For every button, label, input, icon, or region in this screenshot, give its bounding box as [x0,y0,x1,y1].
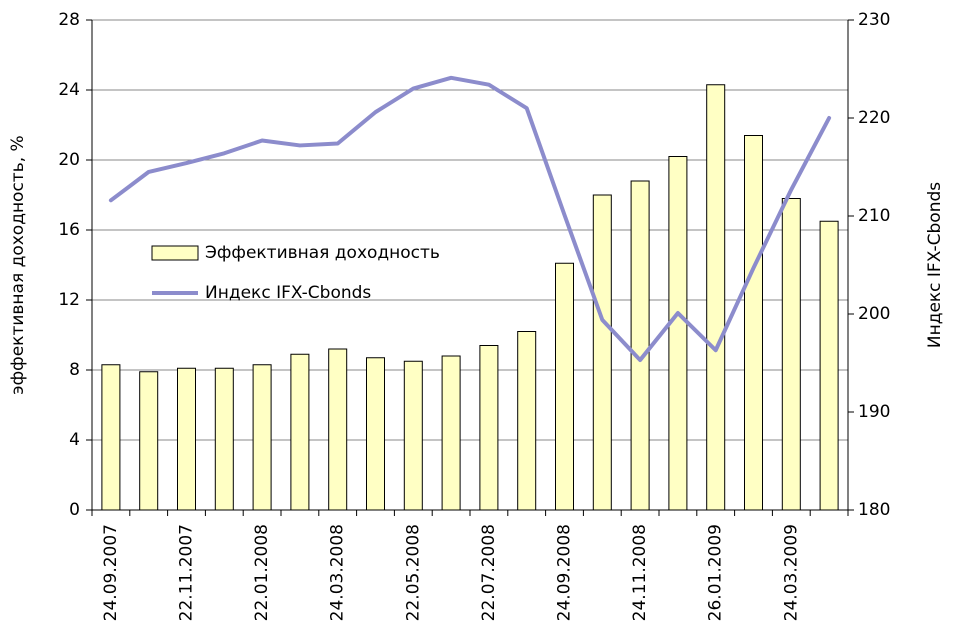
bar [101,364,121,511]
bar [517,331,537,511]
line-series [108,75,832,363]
bar [781,198,801,511]
bar [744,135,763,511]
y-axis-title: эффективная доходность, % [8,135,28,394]
y-tick-label: 8 [69,360,80,380]
bar [403,360,423,511]
y-tick-label: 20 [58,150,80,170]
x-tick-label: 24.11.2008 [630,524,650,621]
y-tick-label: 24 [58,80,80,100]
y2-tick-label: 180 [858,500,890,520]
bar [290,353,310,511]
bar [555,262,574,511]
x-tick-label: 24.09.2008 [555,524,575,621]
bar [819,220,839,511]
x-tick-label: 24.09.2007 [101,524,121,621]
y2-tick-label: 200 [858,304,890,324]
bar [706,84,726,511]
legend-label: Индекс IFX-Cbonds [205,283,371,303]
bar [177,367,196,511]
y-tick-label: 4 [69,430,80,450]
y2-tick-label: 230 [858,10,890,30]
y2-tick-label: 210 [858,206,890,226]
y2-tick-label: 220 [858,108,890,128]
bar [366,357,385,511]
bar [328,348,348,511]
y2-tick-label: 190 [858,402,890,422]
y-tick-label: 0 [69,500,80,520]
y-tick-label: 28 [58,10,80,30]
x-tick-label: 22.01.2008 [252,524,272,621]
bar [630,180,650,511]
y-tick-label: 16 [58,220,80,240]
bar [214,367,234,511]
x-tick-label: 24.03.2008 [328,524,348,621]
x-tick-label: 22.11.2007 [177,524,197,621]
bar [252,364,272,511]
x-tick-label: 24.03.2009 [781,524,801,621]
bar [441,355,461,511]
bar [139,371,159,511]
x-tick-label: 22.05.2008 [403,524,423,621]
y2-axis-title: Индекс IFX-Cbonds [925,182,945,348]
y-tick-label: 12 [58,290,80,310]
x-tick-label: 26.01.2009 [706,524,726,621]
legend-label: Эффективная доходность [205,243,440,263]
bar [668,156,688,511]
bar [479,345,499,511]
bar [592,194,612,511]
legend-swatch [151,245,199,261]
x-tick-label: 22.07.2008 [479,524,499,621]
